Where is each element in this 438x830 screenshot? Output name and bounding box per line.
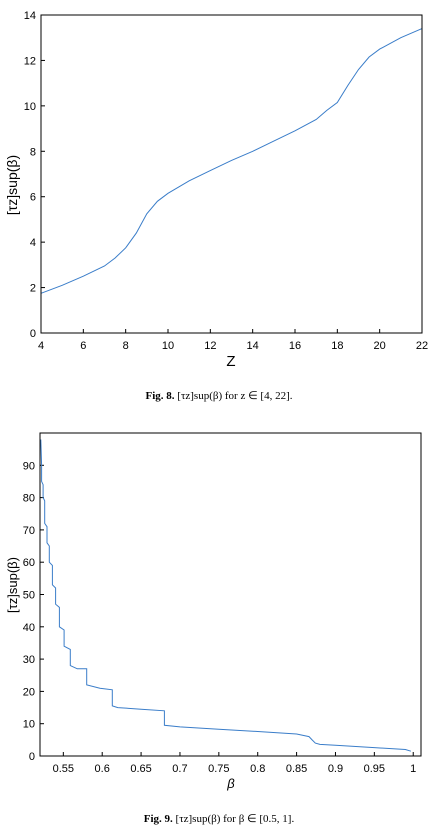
- figure-8-x-tick-label: 6: [80, 340, 86, 352]
- figure-9-caption: Fig. 9. [τz]sup(β) for β ∈ [0.5, 1].: [0, 812, 438, 825]
- figure-9-y-tick-label: 60: [23, 557, 35, 569]
- figure-9-plot-frame: [39, 432, 422, 757]
- figure-9-y-tick-label: 30: [23, 654, 35, 666]
- figure-8-y-tick-label: 6: [30, 192, 36, 204]
- figure-8-x-tick-label: 14: [247, 340, 259, 352]
- figure-9-y-tick-label: 0: [29, 751, 35, 763]
- figure-8-x-tick-label: 12: [204, 340, 216, 352]
- figure-8-y-tick-label: 0: [30, 328, 36, 340]
- figure-9-x-tick-label: 0.8: [250, 763, 265, 775]
- figure-9-axes: 0.55 0.6 0.65 0.7 0.75 0.8 0.85 0.9 0.95 10102030…: [23, 460, 417, 775]
- figure-9-x-tick-label: 1: [410, 763, 416, 775]
- figure-9-x-tick-label: 0.9: [328, 763, 343, 775]
- figure-8-plot-frame: [40, 14, 423, 334]
- figure-9-caption-label: Fig. 9.: [143, 813, 173, 825]
- figure-8-caption-label: Fig. 8.: [145, 390, 175, 402]
- figure-9-chart: 0.55 0.6 0.65 0.7 0.75 0.8 0.85 0.9 0.95 10102030…: [5, 432, 422, 791]
- figure-9-series-line: [40, 439, 412, 752]
- figure-9-x-tick-label: 0.55: [53, 763, 74, 775]
- figure-8-x-tick-label: 8: [123, 340, 129, 352]
- figure-9-y-tick-label: 90: [23, 460, 35, 472]
- figure-9-x-tick-label: 0.95: [364, 763, 385, 775]
- figure-8-y-tick-label: 8: [30, 146, 36, 158]
- figure-9-y-tick-label: 10: [23, 719, 35, 731]
- figure-9-y-axis-label: [τz]sup(β): [5, 557, 20, 613]
- figure-8-y-tick-label: 4: [30, 237, 36, 249]
- figure-9-x-axis-label: β: [226, 776, 235, 791]
- figure-8-y-tick-label: 2: [30, 283, 36, 295]
- figure-9-x-tick-label: 0.75: [208, 763, 229, 775]
- figure-8-caption-text: [τz]sup(β) for z ∈ [4, 22].: [177, 390, 293, 402]
- figure-8-series-line: [40, 28, 423, 294]
- figure-9-x-tick-label: 0.65: [130, 763, 151, 775]
- figure-9-y-tick-label: 80: [23, 493, 35, 505]
- figure-8-chart: 4 6 8 10 12 14 16 18 20 22 0 2 4 6 8 10 12 14 Z [τz]sup(β…: [4, 10, 428, 370]
- figure-8-x-tick-label: 10: [162, 340, 174, 352]
- figure-9-caption-text: [τz]sup(β) for β ∈ [0.5, 1].: [175, 813, 295, 825]
- figure-8-x-tick-label: 16: [289, 340, 301, 352]
- figure-9-y-tick-label: 40: [23, 622, 35, 634]
- figure-8-x-axis-label: Z: [226, 353, 235, 370]
- figure-8-axes: 4 6 8 10 12 14 16 18 20 22 0 2 4 6 8 10 12 14: [24, 10, 428, 352]
- figure-8-y-axis-label: [τz]sup(β): [4, 155, 20, 215]
- figure-8-x-tick-label: 22: [416, 340, 428, 352]
- figure-8-x-tick-label: 18: [331, 340, 343, 352]
- figure-8-x-tick-label: 20: [374, 340, 386, 352]
- figure-9-y-tick-label: 50: [23, 590, 35, 602]
- figure-8-y-tick-label: 10: [24, 101, 36, 113]
- figure-9-y-tick-label: 70: [23, 525, 35, 537]
- figure-8-x-tick-label: 4: [38, 340, 44, 352]
- figure-9-x-tick-label: 0.7: [172, 763, 187, 775]
- figure-9-y-tick-label: 20: [23, 686, 35, 698]
- figure-9-x-tick-label: 0.85: [286, 763, 307, 775]
- figure-8-y-tick-label: 14: [24, 10, 36, 22]
- figure-8-caption: Fig. 8. [τz]sup(β) for z ∈ [4, 22].: [0, 389, 438, 402]
- figure-8-y-tick-label: 12: [24, 55, 36, 67]
- figure-9-x-tick-label: 0.6: [95, 763, 110, 775]
